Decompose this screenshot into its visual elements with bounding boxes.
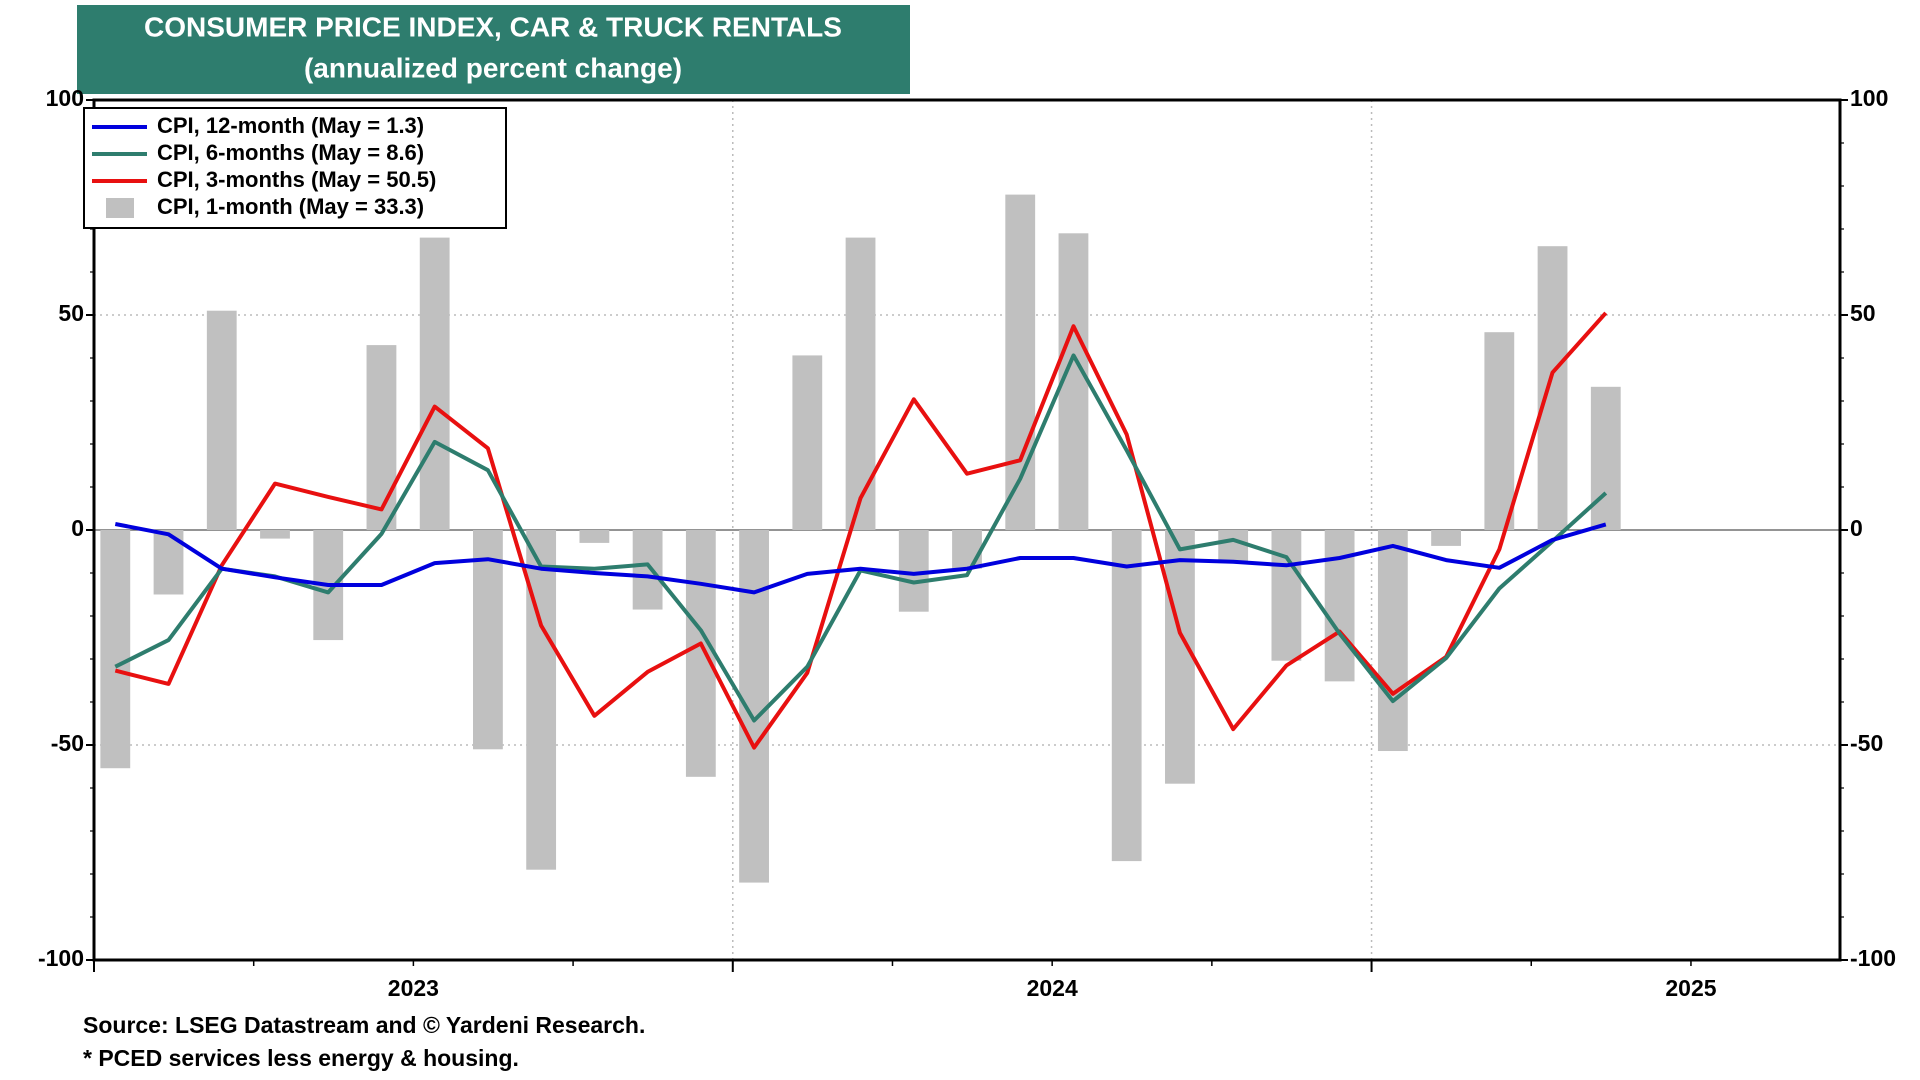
legend-label: CPI, 6-months (May = 8.6) — [157, 140, 424, 165]
bar — [100, 530, 131, 769]
bar — [898, 530, 929, 612]
bar — [1165, 530, 1195, 784]
legend-label: CPI, 12-month (May = 1.3) — [157, 113, 424, 138]
bar — [1111, 530, 1142, 862]
bar — [419, 237, 450, 530]
chart-subtitle: (annualized percent change) — [304, 52, 682, 83]
legend-label: CPI, 3-months (May = 50.5) — [157, 167, 436, 192]
bar — [260, 530, 290, 539]
legend-label: CPI, 1-month (May = 33.3) — [157, 194, 424, 219]
legend-box — [83, 107, 507, 229]
bar — [1484, 332, 1515, 530]
y2-tick-label: -100 — [1850, 945, 1896, 971]
bar — [845, 237, 876, 530]
chart-title: CONSUMER PRICE INDEX, CAR & TRUCK RENTAL… — [144, 11, 842, 42]
bar — [1218, 530, 1249, 564]
y-tick-label: 50 — [58, 300, 84, 326]
bar — [1590, 386, 1621, 530]
y-tick-label: -100 — [38, 945, 84, 971]
bar — [792, 355, 823, 530]
bar — [952, 530, 982, 569]
bar — [206, 310, 237, 530]
y2-tick-label: -50 — [1850, 730, 1883, 756]
bar — [526, 530, 557, 870]
line — [114, 311, 1608, 750]
note: * PCED services less energy & housing. — [83, 1045, 519, 1071]
plot-frame — [92, 98, 1842, 962]
bar — [1537, 246, 1568, 530]
bar — [473, 530, 503, 750]
x-tick-label: 2023 — [388, 975, 439, 1001]
bar — [1377, 530, 1408, 752]
bar — [366, 345, 397, 530]
x-tick-label: 2025 — [1665, 975, 1716, 1001]
bar — [579, 530, 610, 543]
bar — [1324, 530, 1355, 682]
plot-area: 2023 2024 2025 -100 -50 0 50 100 -100 -50 0 50 100 CP… — [38, 85, 1896, 1001]
source: Source: LSEG Datastream and © Yardeni Re… — [83, 1012, 645, 1038]
y2-tick-label: 100 — [1850, 85, 1888, 111]
y2-tick-label: 0 — [1850, 515, 1863, 541]
legend-swatch — [106, 198, 134, 218]
bar — [632, 530, 663, 610]
y2-tick-label: 50 — [1850, 300, 1876, 326]
y-tick-label: 0 — [71, 515, 84, 541]
bar — [1271, 530, 1302, 661]
x-tick-label: 2024 — [1027, 975, 1078, 1001]
y-tick-label: -50 — [51, 730, 84, 756]
bar — [1431, 530, 1461, 546]
line — [114, 522, 1607, 595]
bar — [685, 530, 716, 777]
y-tick-label: 100 — [46, 85, 84, 111]
title-box — [77, 5, 910, 94]
